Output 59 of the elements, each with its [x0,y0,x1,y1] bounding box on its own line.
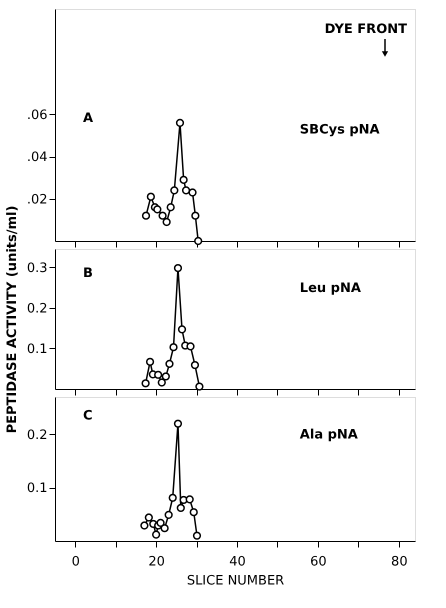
point [169,343,178,352]
point [178,325,186,334]
point [190,360,200,370]
point [168,494,177,502]
x-tick-label: 0 [72,554,80,570]
point [194,236,202,246]
point [180,176,188,184]
point [176,504,185,512]
x-tick-label: 60 [310,554,327,570]
y-tick-label: 0.2 [26,428,48,443]
y-axis-title: PEPTIDASE ACTIVITY (units/ml) [4,206,20,434]
point [160,524,169,532]
x-tick-label: 20 [148,554,165,570]
point [186,495,194,504]
y-tick-label: 0.1 [26,342,48,357]
point [152,530,160,539]
point [162,218,171,226]
annotation: B [83,266,93,281]
x-axis-title: SLICE NUMBER [186,574,284,588]
point [186,342,195,350]
point [142,379,150,388]
point [154,370,162,379]
point [146,358,154,366]
point [190,508,198,516]
y-tick-label: .02 [26,192,48,208]
y-tick-label: 0.2 [26,301,48,316]
text: SBCys pNA [300,122,380,138]
y-tick-label: 0.3 [26,260,48,276]
annotation: DYE FRONT [324,22,408,37]
point [146,192,155,201]
point [195,382,204,391]
point [140,521,148,530]
point [182,186,190,194]
point [191,212,200,220]
x-tick-label: 80 [391,554,408,570]
point [192,532,202,540]
point [142,212,150,220]
y-tick-label: .04 [26,150,48,166]
point [174,420,182,428]
point [166,203,175,212]
point [158,378,166,387]
point [170,186,178,194]
point [156,518,165,527]
point [164,510,173,519]
point [188,188,197,197]
y-tick-label: 0.1 [26,481,48,496]
y-tick-label: .06 [26,108,48,123]
text: Leu pNA [300,281,361,296]
point [162,372,170,381]
point [158,212,167,220]
annotation: A [83,111,94,126]
point [144,513,153,522]
point [176,118,184,127]
point [153,205,162,214]
x-tick-label: 40 [229,554,246,570]
annotation: C [83,408,93,424]
point [174,264,182,272]
text: Ala pNA [300,427,358,442]
point [165,360,174,368]
